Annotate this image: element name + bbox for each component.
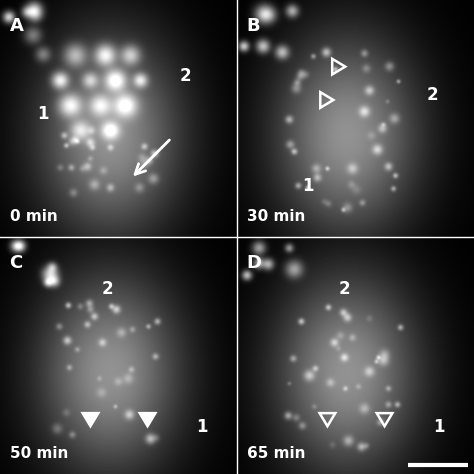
Text: A: A [9,17,23,35]
Text: 2: 2 [338,280,350,298]
Text: B: B [246,17,260,35]
Text: 2: 2 [101,280,113,298]
Text: D: D [246,254,262,272]
Polygon shape [82,413,98,426]
Text: 1: 1 [37,105,49,123]
Text: 1: 1 [197,419,208,437]
Text: 30 min: 30 min [246,209,305,224]
Text: C: C [9,254,23,272]
Text: 2: 2 [180,67,191,85]
Text: 1: 1 [434,419,445,437]
Text: 0 min: 0 min [9,209,57,224]
Text: 1: 1 [303,177,314,195]
Polygon shape [140,413,155,426]
Text: 50 min: 50 min [9,446,68,461]
Text: 2: 2 [426,86,438,104]
Text: 65 min: 65 min [246,446,305,461]
